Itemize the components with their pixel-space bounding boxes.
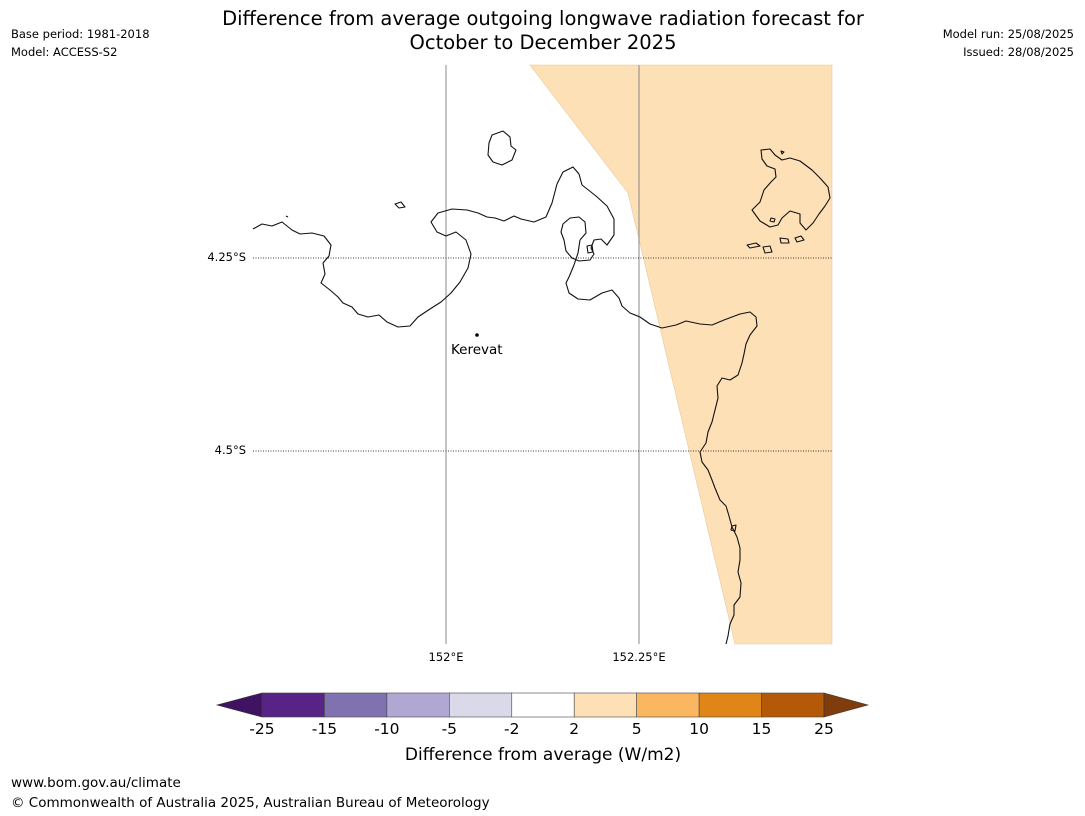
coastline-islet-dot xyxy=(285,215,289,218)
coastline-gazelle-peninsula xyxy=(252,166,615,328)
coastline-east-islet xyxy=(730,524,737,532)
coastline-islet-east-3 xyxy=(779,237,790,244)
run-info: Model run: 25/08/2025 Issued: 28/08/2025 xyxy=(943,25,1074,61)
place-label-kerevat: Kerevat xyxy=(451,342,503,358)
title-line-2: October to December 2025 xyxy=(409,31,677,54)
colorbar-title: Difference from average (W/m2) xyxy=(404,745,682,765)
coastline-islet-east-5 xyxy=(769,217,776,223)
colorbar-tick-label: 2 xyxy=(569,720,580,738)
colorbar-segment xyxy=(449,692,513,718)
chart-title: Difference from average outgoing longwav… xyxy=(143,7,943,55)
colorbar-segment xyxy=(511,692,575,718)
kerevat-marker xyxy=(475,333,479,337)
coastline-duke-of-york-islands xyxy=(751,148,831,231)
latitude-label-4-25: 4.25°S xyxy=(207,250,246,264)
colorbar-tick-label: -5 xyxy=(441,720,458,738)
colorbar-tick-label: 25 xyxy=(814,720,834,738)
colorbar-tick-label: -10 xyxy=(374,720,400,738)
coastline-east-coast xyxy=(565,239,758,645)
base-period-info: Base period: 1981-2018 Model: ACCESS-S2 xyxy=(11,25,150,61)
colorbar-tick-label: -25 xyxy=(249,720,275,738)
coastlines xyxy=(252,130,831,645)
colorbar-segment xyxy=(698,692,762,718)
colorbar-tick-label: 15 xyxy=(751,720,772,738)
issued-text: Issued: 28/08/2025 xyxy=(963,45,1074,59)
colorbar-tick-label: 5 xyxy=(631,720,642,738)
footer-copyright: © Commonwealth of Australia 2025, Austra… xyxy=(11,795,490,811)
coastline-islet-east-4 xyxy=(794,235,805,243)
colorbar-tick-label: 10 xyxy=(689,720,709,738)
coastline-islet-west xyxy=(394,201,406,209)
coastline-islet-east-2 xyxy=(762,245,773,254)
coastline-islet-east-1 xyxy=(746,242,761,249)
coastline-inlet-islet xyxy=(586,244,594,254)
colorbar-tick-label: -2 xyxy=(504,720,520,738)
model-text: Model: ACCESS-S2 xyxy=(11,45,118,59)
colorbar-extend-low xyxy=(215,692,263,718)
colorbar-tick-label: -15 xyxy=(311,720,338,738)
colorbar-segment xyxy=(386,692,450,718)
colorbar-segment xyxy=(261,692,325,718)
longitude-label-152: 152°E xyxy=(428,650,464,664)
latitude-label-4-5: 4.5°S xyxy=(214,443,246,457)
base-period-text: Base period: 1981-2018 xyxy=(11,27,150,41)
colorbar-segment xyxy=(573,692,637,718)
positive-anomaly-region xyxy=(529,64,833,645)
longitude-label-152-25: 152.25°E xyxy=(612,650,666,664)
coastline-north-island xyxy=(487,130,517,166)
colorbar-segments xyxy=(215,692,870,718)
coastline-islet-east-6 xyxy=(780,150,785,155)
footer-url[interactable]: www.bom.gov.au/climate xyxy=(11,775,181,791)
model-run-text: Model run: 25/08/2025 xyxy=(942,27,1074,41)
colorbar-extend-high xyxy=(823,692,870,718)
title-line-1: Difference from average outgoing longwav… xyxy=(222,7,864,30)
colorbar-segment xyxy=(324,692,388,718)
colorbar-segment xyxy=(761,692,825,718)
colorbar-segment xyxy=(636,692,700,718)
